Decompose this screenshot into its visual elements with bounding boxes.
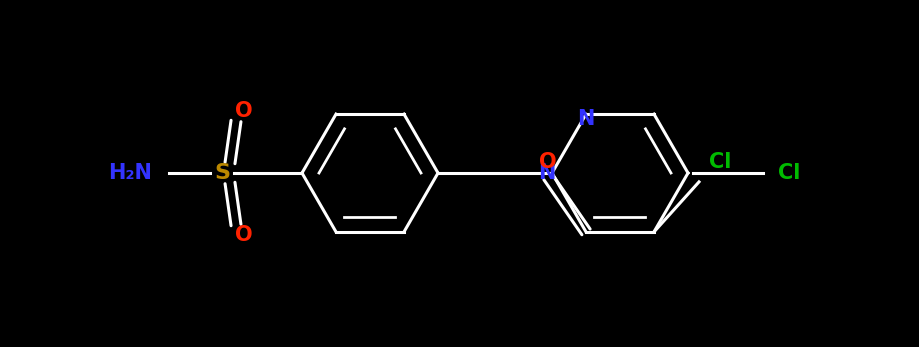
- Text: Cl: Cl: [777, 163, 800, 183]
- Text: O: O: [235, 101, 253, 121]
- Text: H₂N: H₂N: [108, 163, 152, 183]
- Text: N: N: [577, 109, 594, 129]
- Text: S: S: [214, 163, 230, 183]
- Text: O: O: [539, 152, 556, 172]
- Text: N: N: [538, 163, 555, 183]
- Text: O: O: [235, 225, 253, 245]
- Text: Cl: Cl: [709, 152, 731, 172]
